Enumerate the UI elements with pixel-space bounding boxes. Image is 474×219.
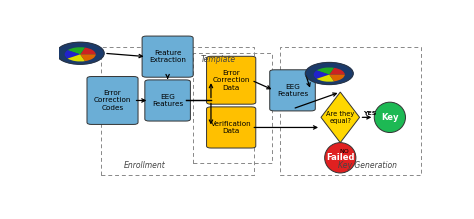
Text: NO: NO	[339, 149, 349, 154]
Text: Are they
equal?: Are they equal?	[326, 111, 355, 124]
FancyBboxPatch shape	[142, 36, 193, 77]
Polygon shape	[321, 92, 360, 143]
FancyBboxPatch shape	[270, 70, 315, 111]
Text: Key: Key	[381, 113, 399, 122]
Wedge shape	[68, 54, 85, 62]
Ellipse shape	[374, 102, 405, 132]
FancyBboxPatch shape	[207, 107, 256, 148]
Text: Enrollment: Enrollment	[124, 161, 165, 170]
Text: Error
Correction
Codes: Error Correction Codes	[94, 90, 131, 111]
FancyBboxPatch shape	[207, 56, 256, 104]
Text: EEG
Features: EEG Features	[277, 84, 308, 97]
Text: Key Generation: Key Generation	[338, 161, 397, 170]
Wedge shape	[314, 70, 329, 79]
Wedge shape	[80, 48, 96, 54]
Circle shape	[56, 42, 104, 64]
Wedge shape	[329, 75, 345, 81]
Text: YES: YES	[363, 111, 377, 116]
Text: Failed: Failed	[326, 153, 355, 162]
Bar	[193, 53, 272, 163]
Text: EEG
Features: EEG Features	[152, 94, 183, 107]
Bar	[280, 46, 421, 175]
Wedge shape	[317, 75, 334, 82]
Ellipse shape	[325, 143, 356, 173]
Text: Feature
Extraction: Feature Extraction	[149, 50, 186, 63]
Wedge shape	[80, 54, 96, 61]
Text: Error
Correction
Data: Error Correction Data	[212, 70, 250, 91]
Bar	[101, 46, 254, 175]
Text: Template: Template	[201, 55, 236, 64]
Circle shape	[305, 63, 353, 85]
Wedge shape	[317, 67, 334, 75]
Wedge shape	[68, 47, 85, 54]
FancyBboxPatch shape	[87, 76, 138, 124]
Wedge shape	[64, 50, 80, 58]
FancyBboxPatch shape	[145, 80, 191, 121]
Text: Verification
Data: Verification Data	[211, 121, 252, 134]
Wedge shape	[329, 68, 345, 75]
